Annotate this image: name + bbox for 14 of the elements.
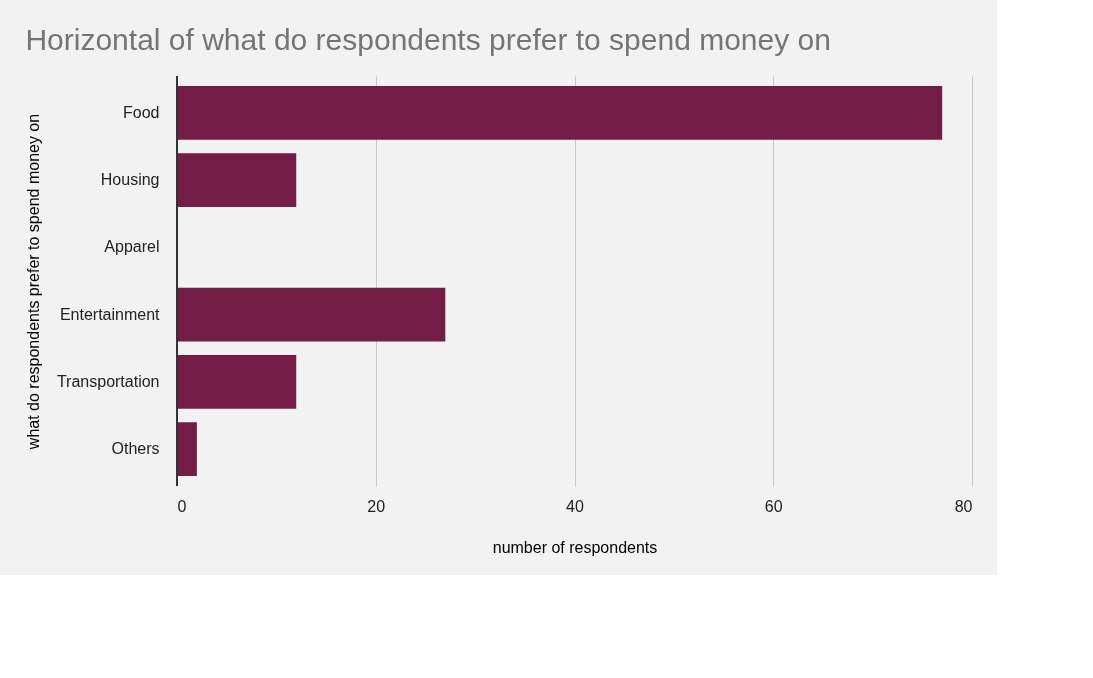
y-tick-label: Entertainment bbox=[59, 305, 161, 323]
x-tick-label: 20 bbox=[367, 497, 386, 515]
x-tick-label: 40 bbox=[566, 497, 584, 515]
y-tick-label: Housing bbox=[100, 171, 160, 189]
x-tick-label: 60 bbox=[764, 497, 783, 515]
x-tick-label: 0 bbox=[177, 497, 187, 515]
y-tick-label: Others bbox=[111, 440, 160, 458]
y-tick-label: Apparel bbox=[104, 238, 160, 256]
y-axis-title: what do respondents prefer to spend money on bbox=[24, 113, 42, 451]
chart-title: Horizontal of what do respondents prefer to spend money on bbox=[25, 22, 831, 56]
x-tick-label: 80 bbox=[954, 497, 973, 515]
y-tick-label: Transportation bbox=[56, 372, 160, 390]
y-tick-label: Food bbox=[123, 103, 160, 121]
x-axis-title: number of respondents bbox=[492, 538, 658, 556]
